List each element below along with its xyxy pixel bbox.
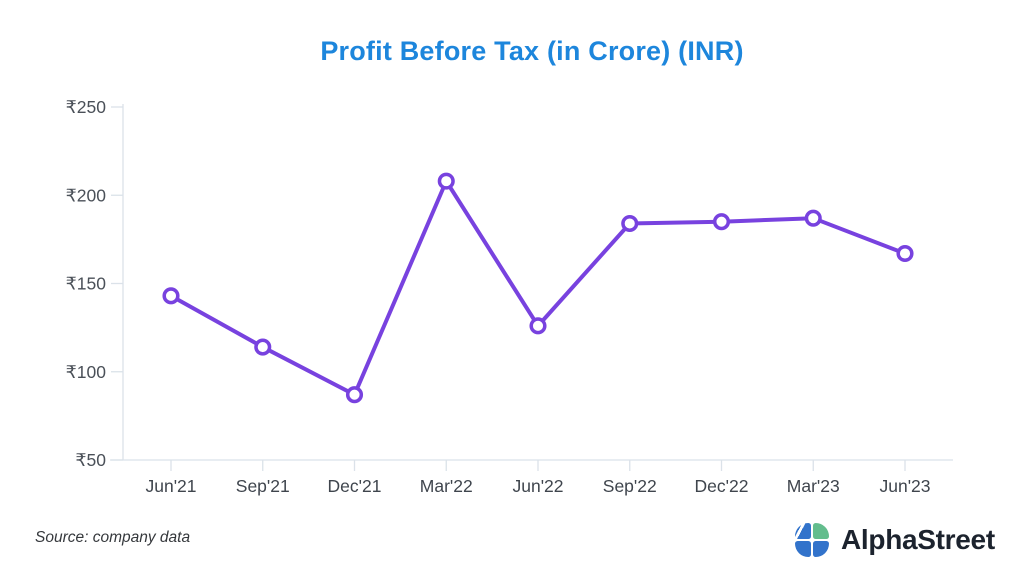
svg-text:₹50: ₹50: [75, 450, 106, 470]
alphastreet-logo-icon: [795, 523, 829, 557]
svg-text:₹100: ₹100: [66, 362, 107, 382]
logo-petal-top-right: [813, 523, 829, 539]
svg-text:Sep'22: Sep'22: [603, 476, 657, 496]
logo-petal-bottom-left: [795, 541, 811, 557]
svg-text:₹250: ₹250: [66, 97, 107, 117]
svg-text:Sep'21: Sep'21: [236, 476, 290, 496]
source-note: Source: company data: [35, 529, 191, 546]
chart-title: Profit Before Tax (in Crore) (INR): [320, 36, 744, 66]
svg-text:Jun'22: Jun'22: [512, 476, 563, 496]
brand-name: AlphaStreet: [841, 524, 995, 555]
svg-text:Mar'23: Mar'23: [787, 476, 840, 496]
svg-text:Dec'22: Dec'22: [695, 476, 749, 496]
svg-text:Jun'21: Jun'21: [145, 476, 196, 496]
brand-logo: AlphaStreet: [795, 523, 995, 557]
svg-text:Dec'21: Dec'21: [328, 476, 382, 496]
logo-petal-top-left: [795, 523, 811, 539]
svg-text:₹150: ₹150: [66, 274, 107, 294]
logo-petal-bottom-right: [813, 541, 829, 557]
svg-text:₹200: ₹200: [66, 185, 107, 205]
svg-text:Mar'22: Mar'22: [420, 476, 473, 496]
svg-text:Jun'23: Jun'23: [879, 476, 930, 496]
